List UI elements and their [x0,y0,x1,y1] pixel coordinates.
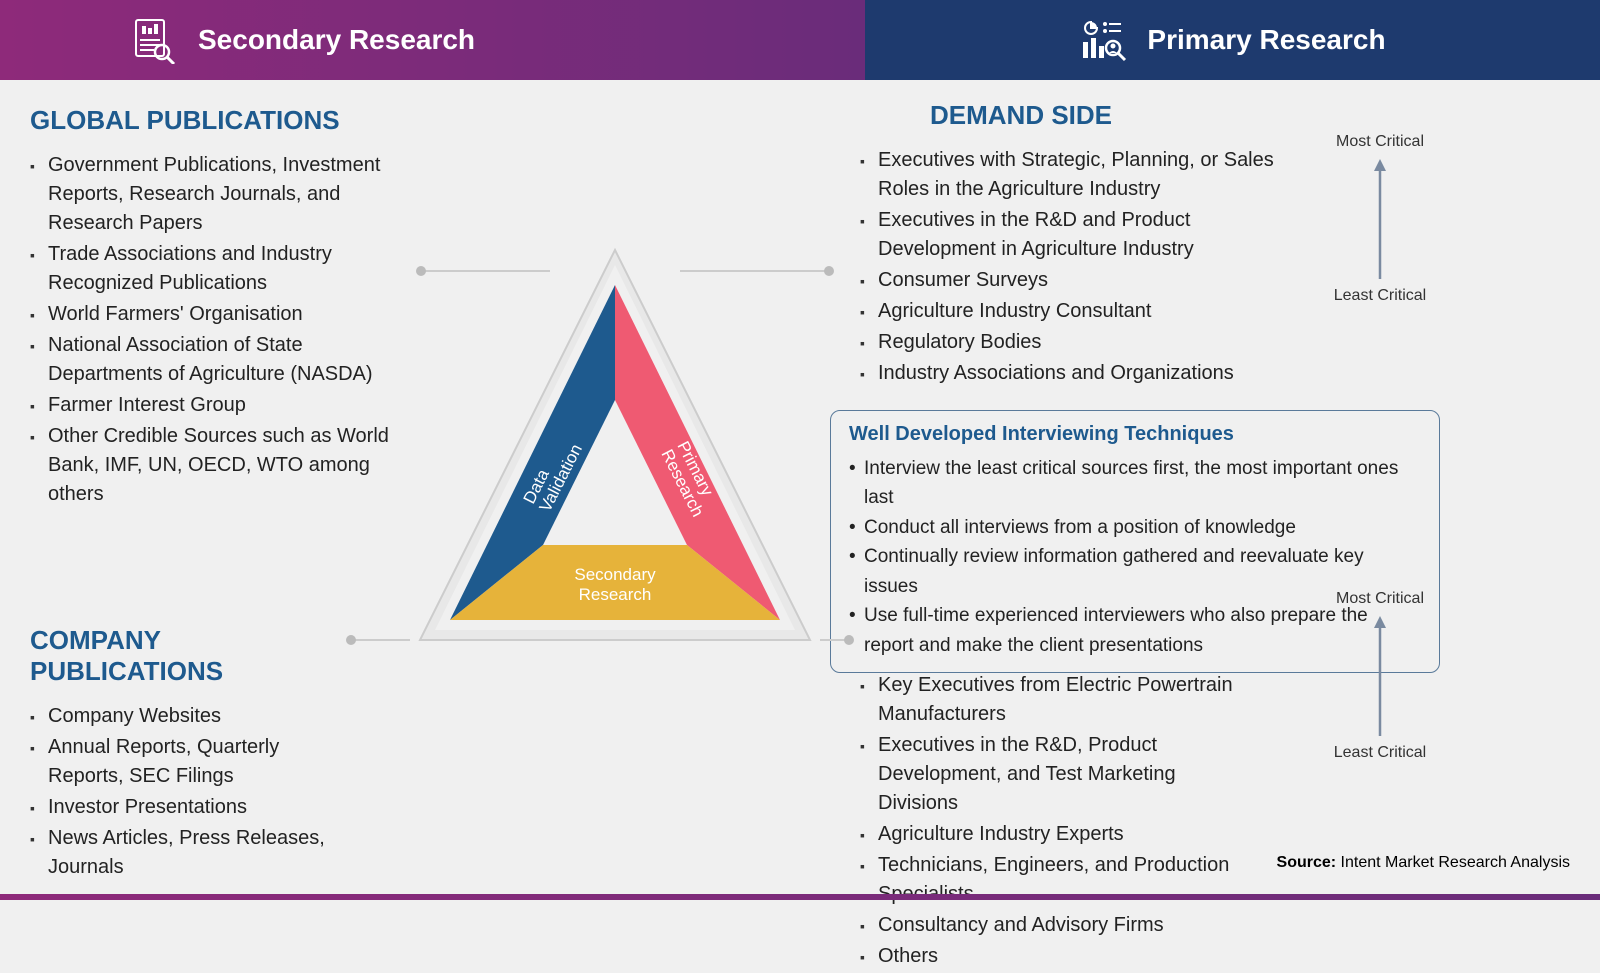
list-item: Investor Presentations [30,793,360,822]
list-item: Conduct all interviews from a position o… [849,513,1421,542]
scale-bottom: Least Critical [1330,287,1430,305]
list-item: Executives in the R&D, Product Developme… [860,731,1260,818]
source-attribution: Source: Intent Market Research Analysis [1277,854,1570,872]
list-item: Agriculture Industry Experts [860,820,1260,849]
connector-dot [844,635,854,645]
footer-bar [0,894,1600,900]
list-item: Farmer Interest Group [30,391,410,420]
list-item: Executives with Strategic, Planning, or … [860,146,1290,204]
connector [350,639,410,641]
demand-critical-scale: Most Critical Least Critical [1330,133,1430,305]
supply-list: Key Executives from Electric Powertrain … [860,671,1260,971]
global-list: Government Publications, Investment Repo… [30,151,410,509]
list-item: Regulatory Bodies [860,328,1290,357]
arrow-up-icon [1370,159,1390,279]
global-publications-section: GLOBAL PUBLICATIONS Government Publicati… [30,105,410,511]
list-item: Trade Associations and Industry Recogniz… [30,240,410,298]
list-item: Key Executives from Electric Powertrain … [860,671,1260,729]
list-item: Interview the least critical sources fir… [849,454,1421,513]
list-item: Government Publications, Investment Repo… [30,151,410,238]
header-left-title: Secondary Research [198,24,475,56]
demand-title: DEMAND SIDE [860,100,1430,131]
connector-dot [824,266,834,276]
content: GLOBAL PUBLICATIONS Government Publicati… [0,80,1600,890]
list-item: National Association of State Department… [30,331,410,389]
list-item: Consumer Surveys [860,266,1290,295]
research-triangle: DataValidation PrimaryResearch Secondary… [415,245,815,645]
arrow-up-icon [1370,616,1390,736]
triangle-label: SecondaryResearch [574,565,656,604]
company-list: Company Websites Annual Reports, Quarter… [30,702,360,882]
company-publications-section: COMPANY PUBLICATIONS Company Websites An… [30,625,360,884]
global-title: GLOBAL PUBLICATIONS [30,105,410,136]
callout-title: Well Developed Interviewing Techniques [849,423,1421,446]
demand-list: Executives with Strategic, Planning, or … [860,146,1290,388]
header-right: Primary Research [865,0,1600,80]
supply-critical-scale: Most Critical Least Critical [1330,590,1430,762]
list-item: Industry Associations and Organizations [860,359,1290,388]
header: Secondary Research Primary Research [0,0,1600,80]
list-item: Consultancy and Advisory Firms [860,911,1260,940]
list-item: Others [860,942,1260,971]
analytics-search-icon [1079,16,1127,64]
connector-dot [346,635,356,645]
list-item: News Articles, Press Releases, Journals [30,824,360,882]
scale-bottom: Least Critical [1330,744,1430,762]
list-item: Company Websites [30,702,360,731]
list-item: Executives in the R&D and Product Develo… [860,206,1290,264]
list-item: World Farmers' Organisation [30,300,410,329]
header-right-title: Primary Research [1147,24,1385,56]
list-item: Other Credible Sources such as World Ban… [30,422,410,509]
document-search-icon [130,16,178,64]
scale-top: Most Critical [1330,133,1430,151]
list-item: Agriculture Industry Consultant [860,297,1290,326]
list-item: Technicians, Engineers, and Production S… [860,851,1260,909]
header-left: Secondary Research [0,0,865,80]
company-title: COMPANY PUBLICATIONS [30,625,360,687]
list-item: Annual Reports, Quarterly Reports, SEC F… [30,733,360,791]
scale-top: Most Critical [1330,590,1430,608]
